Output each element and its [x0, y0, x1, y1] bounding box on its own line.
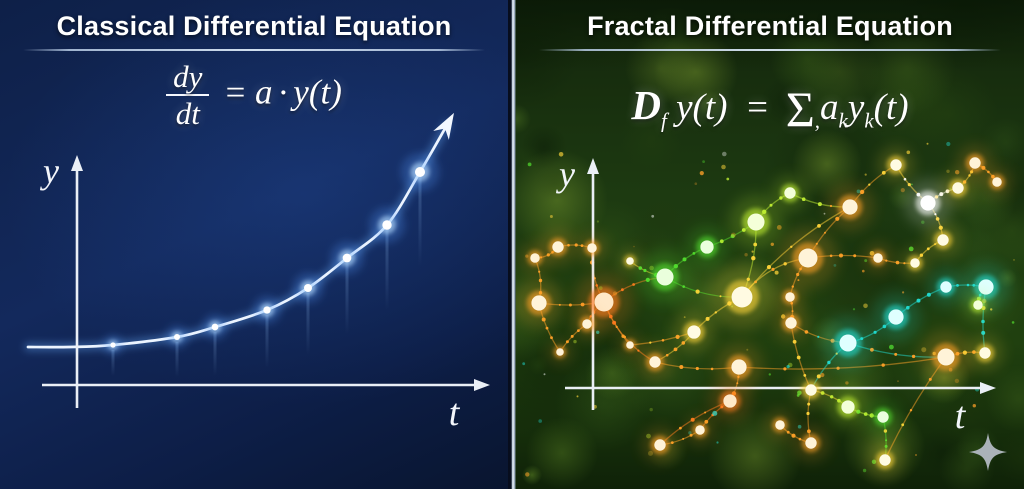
term-a: a [820, 87, 839, 128]
summation-sigma: Σ [785, 81, 815, 137]
equals-sign: = [223, 72, 248, 112]
y-axis-label: y [556, 154, 575, 194]
x-axis-label: t [449, 392, 461, 434]
axes: yt [40, 151, 490, 434]
term-y-subscript-k: k [864, 108, 874, 133]
x-axis-arrow-icon [474, 379, 490, 391]
term-y: y [847, 87, 865, 128]
sparkle-diamond-icon [968, 432, 1008, 472]
classical-title: Classical Differential Equation [56, 11, 452, 41]
panel-divider [508, 0, 516, 489]
y-axis-label: y [40, 151, 59, 191]
operator-subscript-f: f [661, 108, 667, 133]
fractal-equation: Df y(t) = Σ,akyk(t) [516, 80, 1024, 138]
equals-sign: = [744, 87, 770, 128]
x-axis-label: t [955, 395, 967, 437]
lhs-y-of-t: y(t) [676, 87, 728, 128]
sigma-subscript: , [814, 108, 821, 133]
term-a-subscript-k: k [838, 108, 848, 133]
y-axis-arrow-icon [71, 155, 83, 171]
fraction-denominator: dt [175, 96, 200, 132]
network-nodes [516, 145, 1018, 478]
classical-equation: dy dt = a · y(t) [0, 60, 508, 131]
fractal-panel: Fractal Differential Equation Df y(t) = Σ… [516, 0, 1024, 489]
classical-plot-svg: yt [24, 112, 490, 434]
function-y-of-t: y(t) [293, 72, 342, 112]
x-axis-arrow-icon [980, 382, 996, 394]
light-streaks [111, 177, 422, 377]
axes: yt [556, 154, 996, 437]
title-backdrop-shade [516, 0, 1024, 72]
fraction-dy-dt: dy dt [166, 60, 210, 132]
classical-panel: Classical Differential Equation dy dt = a · y… [0, 0, 508, 489]
tail-of-t: (t) [873, 87, 909, 128]
coefficient-a: a [255, 72, 273, 112]
curve-arrow-icon [433, 112, 454, 140]
multiplication-dot-icon: · [278, 72, 288, 112]
fractal-network-svg: yt [516, 141, 1018, 478]
fractal-title-underline [538, 49, 1002, 51]
fractal-title: Fractal Differential Equation [587, 11, 953, 41]
fraction-numerator: dy [166, 60, 210, 97]
y-axis-arrow-icon [587, 158, 599, 174]
curve-data-points [102, 152, 440, 356]
classical-title-underline [22, 49, 486, 51]
fractal-derivative-operator: D [631, 82, 662, 128]
